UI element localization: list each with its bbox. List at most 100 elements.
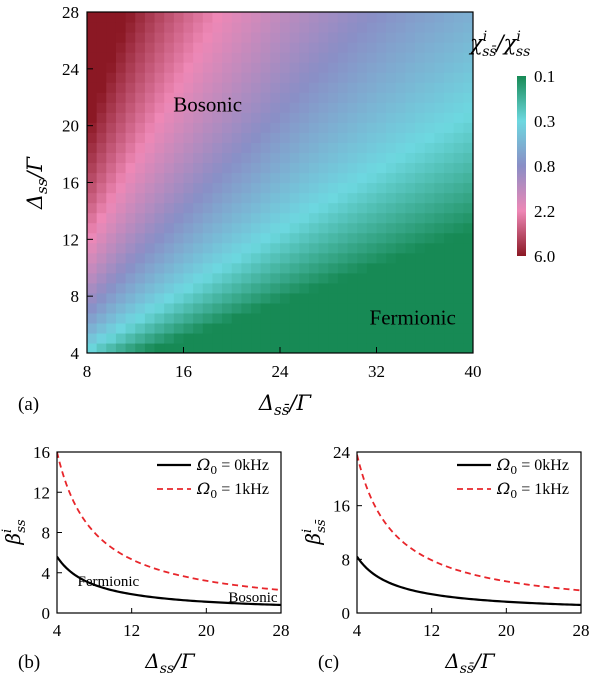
heatmap-cell bbox=[270, 282, 281, 294]
heatmap-cell bbox=[347, 162, 358, 174]
heatmap-cell bbox=[357, 232, 368, 244]
heatmap-cell bbox=[115, 212, 127, 224]
heatmap-cell bbox=[193, 32, 204, 43]
heatmap-cell bbox=[453, 312, 464, 324]
heatmap-cell bbox=[144, 62, 156, 73]
heatmap-cell bbox=[444, 262, 455, 274]
heatmap-cell bbox=[212, 22, 223, 33]
heatmap-cell bbox=[308, 162, 320, 174]
heatmap-cell bbox=[115, 242, 127, 254]
panel-b-y-label: βiss bbox=[0, 519, 29, 545]
y-tick-label: 12 bbox=[62, 230, 79, 249]
heatmap-cell bbox=[202, 82, 214, 93]
heatmap-cell bbox=[299, 302, 310, 314]
heatmap-cell bbox=[115, 92, 127, 103]
heatmap-cell bbox=[308, 332, 320, 344]
heatmap-cell bbox=[299, 232, 310, 244]
heatmap-cell bbox=[260, 182, 271, 194]
heatmap-cell bbox=[328, 32, 339, 43]
heatmap-cell bbox=[386, 152, 397, 164]
heatmap-cell bbox=[308, 62, 320, 73]
heatmap-cell bbox=[125, 82, 136, 93]
heatmap-cell bbox=[434, 262, 445, 274]
heatmap-cell bbox=[260, 302, 271, 314]
heatmap-cell bbox=[260, 312, 271, 324]
heatmap-cell bbox=[424, 32, 435, 43]
heatmap-cell bbox=[260, 222, 271, 234]
heatmap-cell bbox=[135, 22, 146, 33]
heatmap-cell bbox=[357, 22, 368, 33]
heatmap-cell bbox=[231, 172, 242, 184]
heatmap-cell bbox=[328, 172, 339, 184]
heatmap-cell bbox=[231, 202, 242, 214]
heatmap-cell bbox=[202, 12, 214, 23]
heatmap-cell bbox=[299, 62, 310, 73]
heatmap-cell bbox=[241, 222, 252, 234]
heatmap-cell bbox=[308, 192, 320, 204]
heatmap-cell bbox=[289, 22, 300, 33]
heatmap-cell bbox=[96, 192, 107, 204]
heatmap-cell bbox=[415, 72, 426, 83]
y-tick-label: 8 bbox=[42, 524, 51, 543]
heatmap-cell bbox=[231, 312, 242, 324]
heatmap-cell bbox=[251, 12, 262, 23]
heatmap-cell bbox=[280, 112, 291, 123]
heatmap-cell bbox=[318, 252, 329, 264]
y-tick-label: 8 bbox=[342, 550, 351, 569]
heatmap-cell bbox=[202, 122, 214, 133]
heatmap-cell bbox=[251, 132, 262, 143]
heatmap-cell bbox=[144, 192, 156, 204]
heatmap-cell bbox=[347, 222, 358, 234]
heatmap-cell bbox=[357, 332, 368, 344]
heatmap-cell bbox=[115, 302, 127, 314]
heatmap-cell bbox=[106, 142, 117, 154]
heatmap-cell bbox=[125, 172, 136, 184]
heatmap-cell bbox=[280, 92, 291, 103]
heatmap-cell bbox=[135, 282, 146, 294]
heatmap-cell bbox=[125, 112, 136, 123]
heatmap-cell bbox=[183, 162, 194, 174]
heatmap-cell bbox=[405, 162, 416, 174]
heatmap-cell bbox=[231, 112, 242, 123]
heatmap-cell bbox=[106, 182, 117, 194]
heatmap-cell bbox=[106, 332, 117, 344]
heatmap-cell bbox=[424, 312, 435, 324]
heatmap-cell bbox=[135, 252, 146, 264]
heatmap-cell bbox=[202, 202, 214, 214]
heatmap-cell bbox=[366, 172, 378, 184]
heatmap-cell bbox=[125, 302, 136, 314]
heatmap-cell bbox=[193, 332, 204, 344]
heatmap-cell bbox=[164, 242, 175, 254]
heatmap-cell bbox=[424, 142, 435, 154]
heatmap-cell bbox=[366, 62, 378, 73]
heatmap-cell bbox=[405, 202, 416, 214]
heatmap-cell bbox=[280, 32, 291, 43]
heatmap-cell bbox=[405, 272, 416, 284]
heatmap-cell bbox=[96, 272, 107, 284]
heatmap-cell bbox=[289, 62, 300, 73]
heatmap-cell bbox=[366, 272, 378, 284]
heatmap-cell bbox=[395, 322, 407, 334]
heatmap-cell bbox=[347, 262, 358, 274]
heatmap-cell bbox=[260, 272, 271, 284]
heatmap-cell bbox=[463, 232, 473, 244]
heatmap-cell bbox=[173, 322, 185, 334]
heatmap-cell bbox=[193, 242, 204, 254]
heatmap-cell bbox=[241, 132, 252, 143]
heatmap-cell bbox=[144, 162, 156, 174]
heatmap-cell bbox=[347, 212, 358, 224]
heatmap-cell bbox=[318, 92, 329, 103]
heatmap-cell bbox=[415, 182, 426, 194]
heatmap-cell bbox=[115, 262, 127, 274]
heatmap-cell bbox=[135, 72, 146, 83]
heatmap-cell bbox=[453, 132, 464, 143]
heatmap-cell bbox=[202, 182, 214, 194]
heatmap-cell bbox=[299, 152, 310, 164]
heatmap-cell bbox=[444, 192, 455, 204]
heatmap-cell bbox=[347, 112, 358, 123]
heatmap-cell bbox=[202, 312, 214, 324]
heatmap-cell bbox=[251, 252, 262, 264]
heatmap-cell bbox=[260, 332, 271, 344]
heatmap-cell bbox=[154, 282, 165, 294]
